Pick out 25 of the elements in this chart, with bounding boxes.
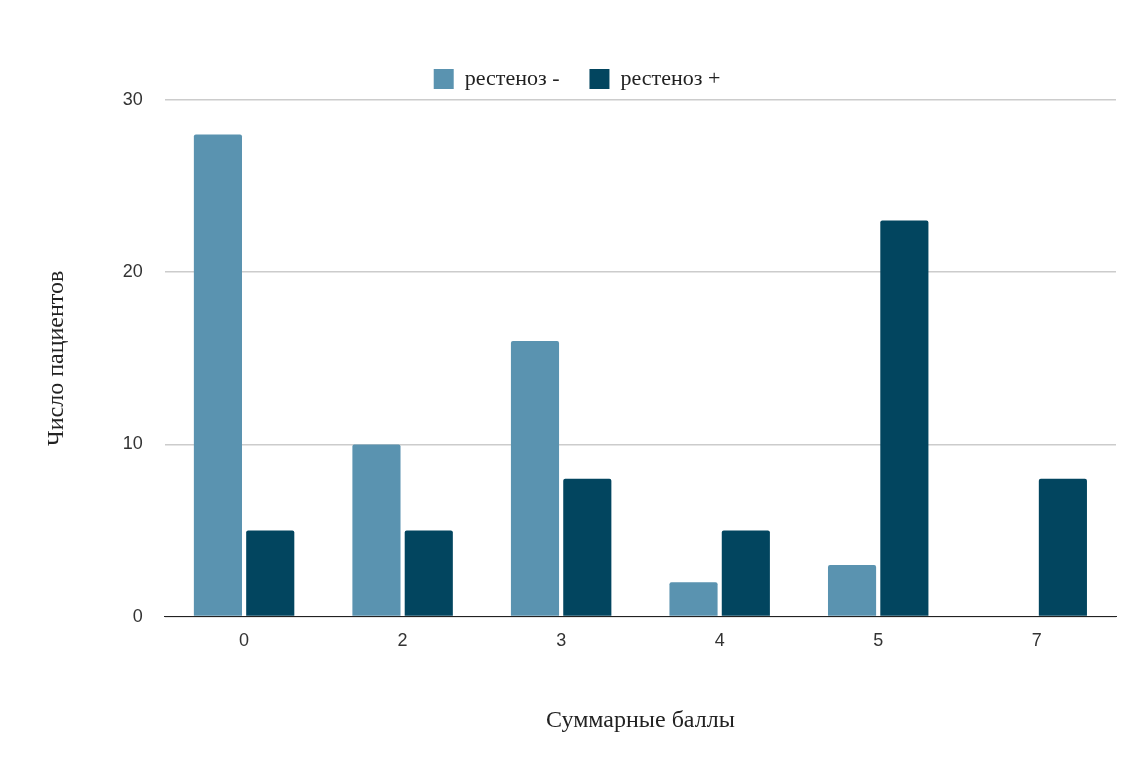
bar	[1038, 478, 1087, 616]
bar	[669, 582, 718, 616]
bar	[246, 530, 295, 616]
legend-label: рестеноз +	[620, 64, 721, 90]
x-tick-label: 0	[239, 630, 250, 651]
x-axis-title: Суммарные баллы	[546, 705, 735, 732]
x-tick-label: 3	[556, 630, 567, 651]
bar	[510, 341, 560, 616]
bar	[193, 134, 242, 616]
bar	[721, 530, 770, 616]
y-tick-label: 30	[122, 88, 143, 109]
bar	[352, 444, 401, 616]
legend-label: рестеноз -	[464, 64, 560, 90]
bar	[404, 530, 453, 616]
bar	[880, 220, 929, 616]
y-tick-label: 10	[122, 433, 143, 454]
y-tick-label: 0	[132, 605, 143, 626]
x-tick-label: 5	[873, 630, 884, 651]
bar	[563, 478, 612, 616]
y-tick-label: 20	[122, 261, 143, 282]
x-tick-label: 2	[397, 630, 408, 651]
bar	[827, 564, 877, 616]
y-axis-title: Число пациентов	[41, 270, 68, 446]
x-tick-label: 4	[714, 630, 725, 651]
x-tick-label: 7	[1031, 630, 1042, 651]
